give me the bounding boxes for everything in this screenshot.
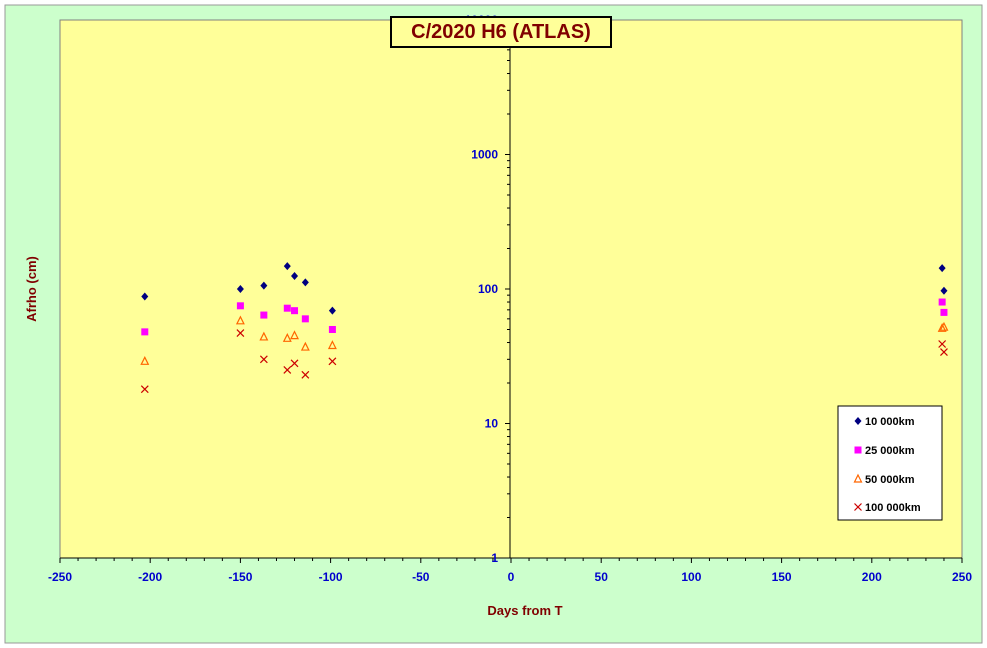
data-point-series-1 bbox=[301, 278, 309, 287]
data-point-series-4-stroke-b bbox=[328, 357, 337, 366]
y-tick-label: 1 bbox=[491, 551, 498, 565]
y-axis-title: Afrho (cm) bbox=[24, 256, 39, 322]
data-point-series-1 bbox=[938, 264, 946, 273]
data-point-series-1 bbox=[291, 271, 299, 280]
data-point-series-3 bbox=[939, 321, 949, 331]
data-point-series-2 bbox=[236, 302, 244, 310]
data-point-series-2 bbox=[141, 328, 149, 336]
data-point-series-4-stroke-b bbox=[290, 359, 299, 368]
legend-label-50000km: 50 000km bbox=[865, 474, 915, 486]
legend-label-25000km: 25 000km bbox=[865, 445, 915, 457]
data-point-series-2 bbox=[940, 308, 948, 316]
tick-labels: -250 -200 -150 -100 -50 0 50 100 150 200 250 1 10 100… bbox=[48, 13, 972, 584]
data-point-series-4 bbox=[290, 359, 299, 368]
x-tick-label: 150 bbox=[772, 570, 792, 584]
legend-marker-series-4-stroke-b bbox=[854, 503, 862, 511]
legend-marker-series-3 bbox=[853, 473, 863, 483]
x-tick-label: -50 bbox=[412, 570, 430, 584]
x-tick-label: 0 bbox=[508, 570, 515, 584]
data-point-series-1 bbox=[260, 281, 268, 290]
data-point-series-4 bbox=[940, 348, 948, 356]
data-point-series-4 bbox=[328, 357, 337, 366]
data-point-series-4 bbox=[938, 340, 947, 348]
data-point-series-4-stroke-b bbox=[259, 355, 268, 364]
data-point-series-4-stroke-b bbox=[236, 329, 245, 338]
data-point-series-3 bbox=[937, 322, 947, 332]
y-tick-label: 1000 bbox=[471, 148, 498, 162]
chart-title: C/2020 H6 (ATLAS) bbox=[390, 16, 612, 48]
data-point-series-4 bbox=[259, 355, 268, 364]
data-point-series-2 bbox=[328, 325, 336, 333]
data-point-series-4-stroke-b bbox=[140, 385, 149, 394]
x-tick-label: 200 bbox=[862, 570, 882, 584]
data-point-series-4-stroke-b bbox=[301, 370, 310, 379]
y-tick-label: 10 bbox=[485, 417, 499, 431]
data-point-series-3 bbox=[140, 355, 150, 365]
data-marks bbox=[140, 262, 949, 394]
data-point-series-1 bbox=[283, 262, 291, 271]
x-tick-label: -100 bbox=[319, 570, 343, 584]
legend-markers bbox=[853, 417, 863, 511]
axes bbox=[59, 19, 963, 563]
legend-label-10000km: 10 000km bbox=[865, 416, 915, 428]
data-point-series-3 bbox=[290, 330, 299, 340]
plot-area bbox=[59, 19, 963, 559]
data-point-series-1 bbox=[328, 306, 336, 315]
data-point-series-3 bbox=[235, 315, 245, 325]
legend-marker-series-1 bbox=[854, 417, 862, 425]
data-point-series-1 bbox=[940, 286, 948, 295]
data-point-series-2 bbox=[283, 304, 291, 312]
legend-box bbox=[837, 405, 943, 521]
data-point-series-4 bbox=[283, 366, 292, 374]
data-point-series-3 bbox=[327, 340, 337, 350]
x-tick-label: 50 bbox=[595, 570, 609, 584]
data-point-series-4 bbox=[301, 370, 310, 379]
data-point-series-1 bbox=[141, 292, 149, 301]
data-point-series-3 bbox=[300, 341, 310, 351]
data-point-series-3 bbox=[282, 332, 292, 342]
data-point-series-2 bbox=[260, 311, 268, 319]
x-tick-label: 100 bbox=[681, 570, 701, 584]
data-point-series-4 bbox=[140, 385, 149, 394]
legend-marker-series-2 bbox=[854, 446, 862, 454]
data-point-series-2 bbox=[938, 298, 946, 306]
x-axis-title: Days from T bbox=[487, 603, 562, 618]
y-tick-label: 100 bbox=[478, 282, 498, 296]
data-point-series-4-stroke-b bbox=[940, 348, 948, 356]
data-point-series-2 bbox=[301, 315, 309, 323]
data-point-series-1 bbox=[236, 285, 244, 293]
legend-marker-series-4 bbox=[854, 503, 862, 511]
data-point-series-2 bbox=[291, 307, 299, 315]
data-point-series-3 bbox=[259, 331, 269, 341]
x-tick-label: 250 bbox=[952, 570, 972, 584]
x-tick-label: -200 bbox=[138, 570, 162, 584]
legend: 10 000km 25 000km 50 000km 100 000km bbox=[837, 405, 943, 521]
legend-label-100000km: 100 000km bbox=[865, 502, 921, 514]
data-point-series-4-stroke-b bbox=[283, 366, 292, 374]
x-tick-label: -150 bbox=[228, 570, 252, 584]
x-tick-label: -250 bbox=[48, 570, 72, 584]
data-point-series-4 bbox=[236, 329, 245, 338]
data-point-series-4-stroke-b bbox=[938, 340, 947, 348]
